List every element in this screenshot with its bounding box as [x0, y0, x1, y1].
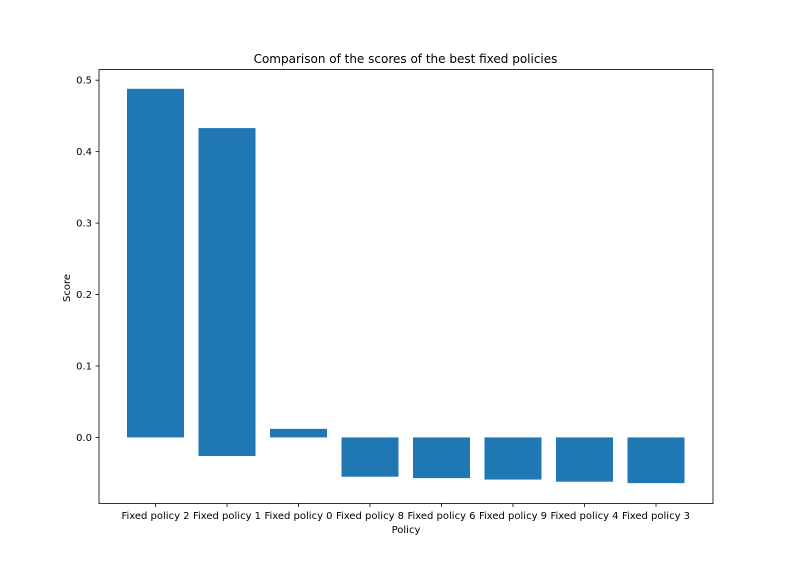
bar: [627, 437, 685, 484]
x-axis: Fixed policy 2 Fixed policy 1 Fixed policy…: [121, 503, 690, 522]
bar: [341, 437, 399, 477]
bars-group: [127, 88, 685, 484]
y-tick-label: 0.2: [76, 290, 92, 301]
bar: [556, 437, 613, 482]
x-tick-label: Fixed policy 4: [550, 511, 618, 522]
y-tick-label: 0.3: [76, 219, 92, 230]
y-tick-label: 0.1: [76, 361, 92, 372]
x-tick-label: Fixed policy 6: [407, 511, 475, 522]
y-tick-label: 0.4: [76, 147, 92, 158]
bar: [413, 437, 470, 479]
bar: [198, 128, 256, 456]
x-tick-label: Fixed policy 2: [121, 511, 189, 522]
y-tick-label: 0.0: [76, 433, 92, 444]
plot-frame: [98, 69, 714, 504]
x-tick-label: Fixed policy 3: [622, 511, 690, 522]
bar: [127, 88, 184, 438]
bar: [270, 428, 327, 438]
x-tick-label: Fixed policy 0: [264, 511, 332, 522]
y-tick-label: 0.5: [76, 76, 92, 87]
x-tick-label: Fixed policy 1: [193, 511, 261, 522]
chart-title: Comparison of the scores of the best fix…: [254, 52, 558, 66]
y-axis-label: Score: [62, 274, 73, 302]
x-axis-label: Policy: [392, 525, 421, 536]
bar: [484, 437, 542, 480]
x-tick-label: Fixed policy 9: [479, 511, 547, 522]
y-axis: 0.0 0.1 0.2 0.3 0.4 0.5: [76, 76, 99, 444]
x-tick-label: Fixed policy 8: [336, 511, 404, 522]
